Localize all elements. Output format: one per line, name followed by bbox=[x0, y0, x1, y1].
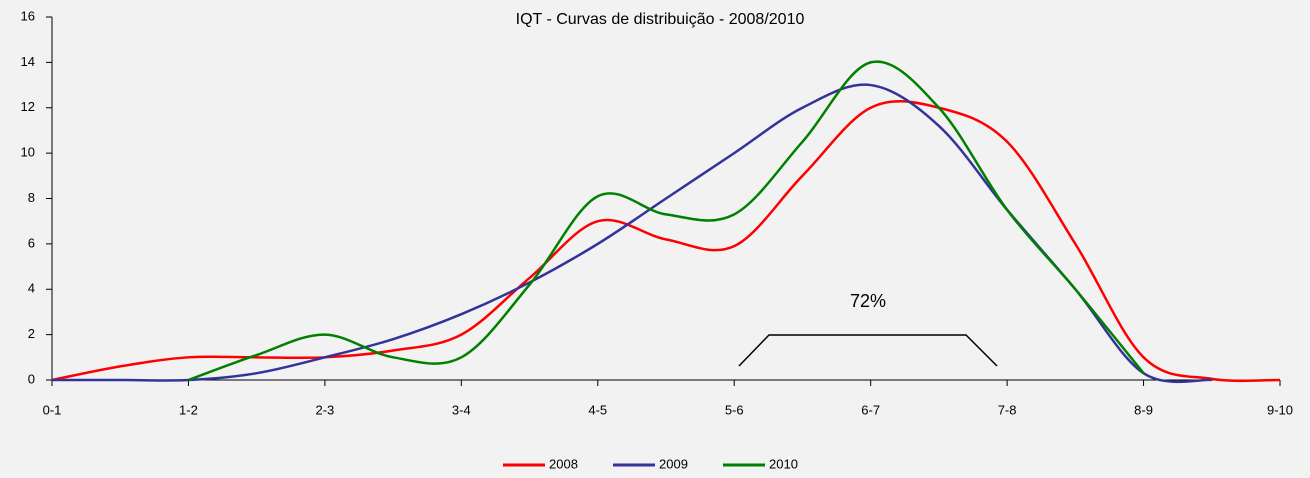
legend-label: 2009 bbox=[659, 456, 688, 471]
y-tick-label: 4 bbox=[28, 281, 35, 296]
line-series bbox=[51, 99, 1281, 383]
y-tick-label: 10 bbox=[21, 145, 35, 160]
y-tick-label: 0 bbox=[28, 371, 35, 386]
x-tick-label: 2-3 bbox=[315, 402, 334, 417]
y-tick-label: 12 bbox=[21, 99, 35, 114]
legend-label: 2008 bbox=[549, 456, 578, 471]
legend-label: 2010 bbox=[769, 456, 798, 471]
x-tick-label: 1-2 bbox=[179, 402, 198, 417]
y-tick-label: 6 bbox=[28, 235, 35, 250]
x-tick-label: 3-4 bbox=[452, 402, 471, 417]
y-tick-label: 16 bbox=[21, 8, 35, 23]
x-tick-label: 4-5 bbox=[588, 402, 607, 417]
x-tick-label: 9-10 bbox=[1267, 402, 1293, 417]
line-series bbox=[188, 60, 1145, 382]
x-tick-label: 6-7 bbox=[861, 402, 880, 417]
x-tick-label: 5-6 bbox=[725, 402, 744, 417]
annotation: 72% bbox=[850, 291, 886, 311]
x-tick-label: 7-8 bbox=[998, 402, 1017, 417]
bracket bbox=[738, 334, 998, 367]
x-tick-label: 0-1 bbox=[43, 402, 62, 417]
y-tick-label: 8 bbox=[28, 190, 35, 205]
y-tick-label: 14 bbox=[21, 54, 35, 69]
chart-title: IQT - Curvas de distribuição - 2008/2010 bbox=[516, 11, 805, 28]
y-tick-label: 2 bbox=[28, 326, 35, 341]
x-tick-label: 8-9 bbox=[1134, 402, 1153, 417]
